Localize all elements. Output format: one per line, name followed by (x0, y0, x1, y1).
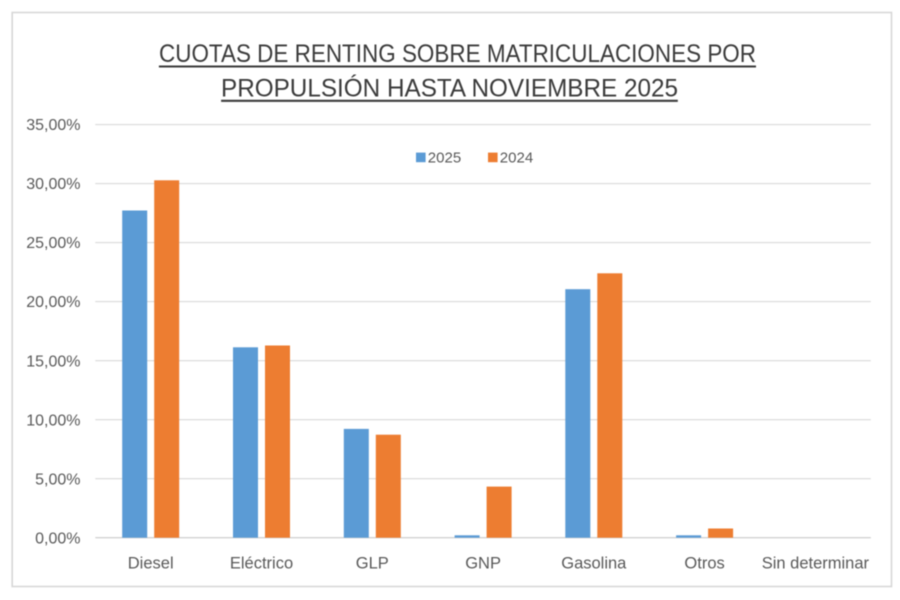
svg-text:35,00%: 35,00% (26, 117, 80, 134)
svg-text:Otros: Otros (684, 555, 724, 573)
svg-text:2025: 2025 (428, 150, 461, 167)
svg-text:Sin determinar: Sin determinar (762, 555, 870, 573)
svg-text:5,00%: 5,00% (35, 471, 80, 488)
svg-text:2024: 2024 (500, 150, 533, 167)
svg-text:PROPULSIÓN HASTA NOVIEMBRE 202: PROPULSIÓN HASTA NOVIEMBRE 2025 (221, 73, 678, 102)
svg-text:10,00%: 10,00% (26, 412, 80, 429)
svg-text:Eléctrico: Eléctrico (230, 555, 293, 573)
svg-text:GNP: GNP (465, 555, 501, 573)
svg-text:0,00%: 0,00% (35, 530, 80, 547)
svg-text:Gasolina: Gasolina (561, 555, 627, 573)
svg-text:GLP: GLP (356, 555, 389, 573)
svg-text:15,00%: 15,00% (26, 353, 80, 370)
svg-text:25,00%: 25,00% (26, 235, 80, 252)
svg-text:CUOTAS DE RENTING SOBRE MATRIC: CUOTAS DE RENTING SOBRE MATRICULACIONES … (159, 40, 756, 68)
svg-text:20,00%: 20,00% (26, 294, 80, 311)
svg-text:Diesel: Diesel (128, 555, 174, 573)
svg-text:30,00%: 30,00% (26, 176, 80, 193)
